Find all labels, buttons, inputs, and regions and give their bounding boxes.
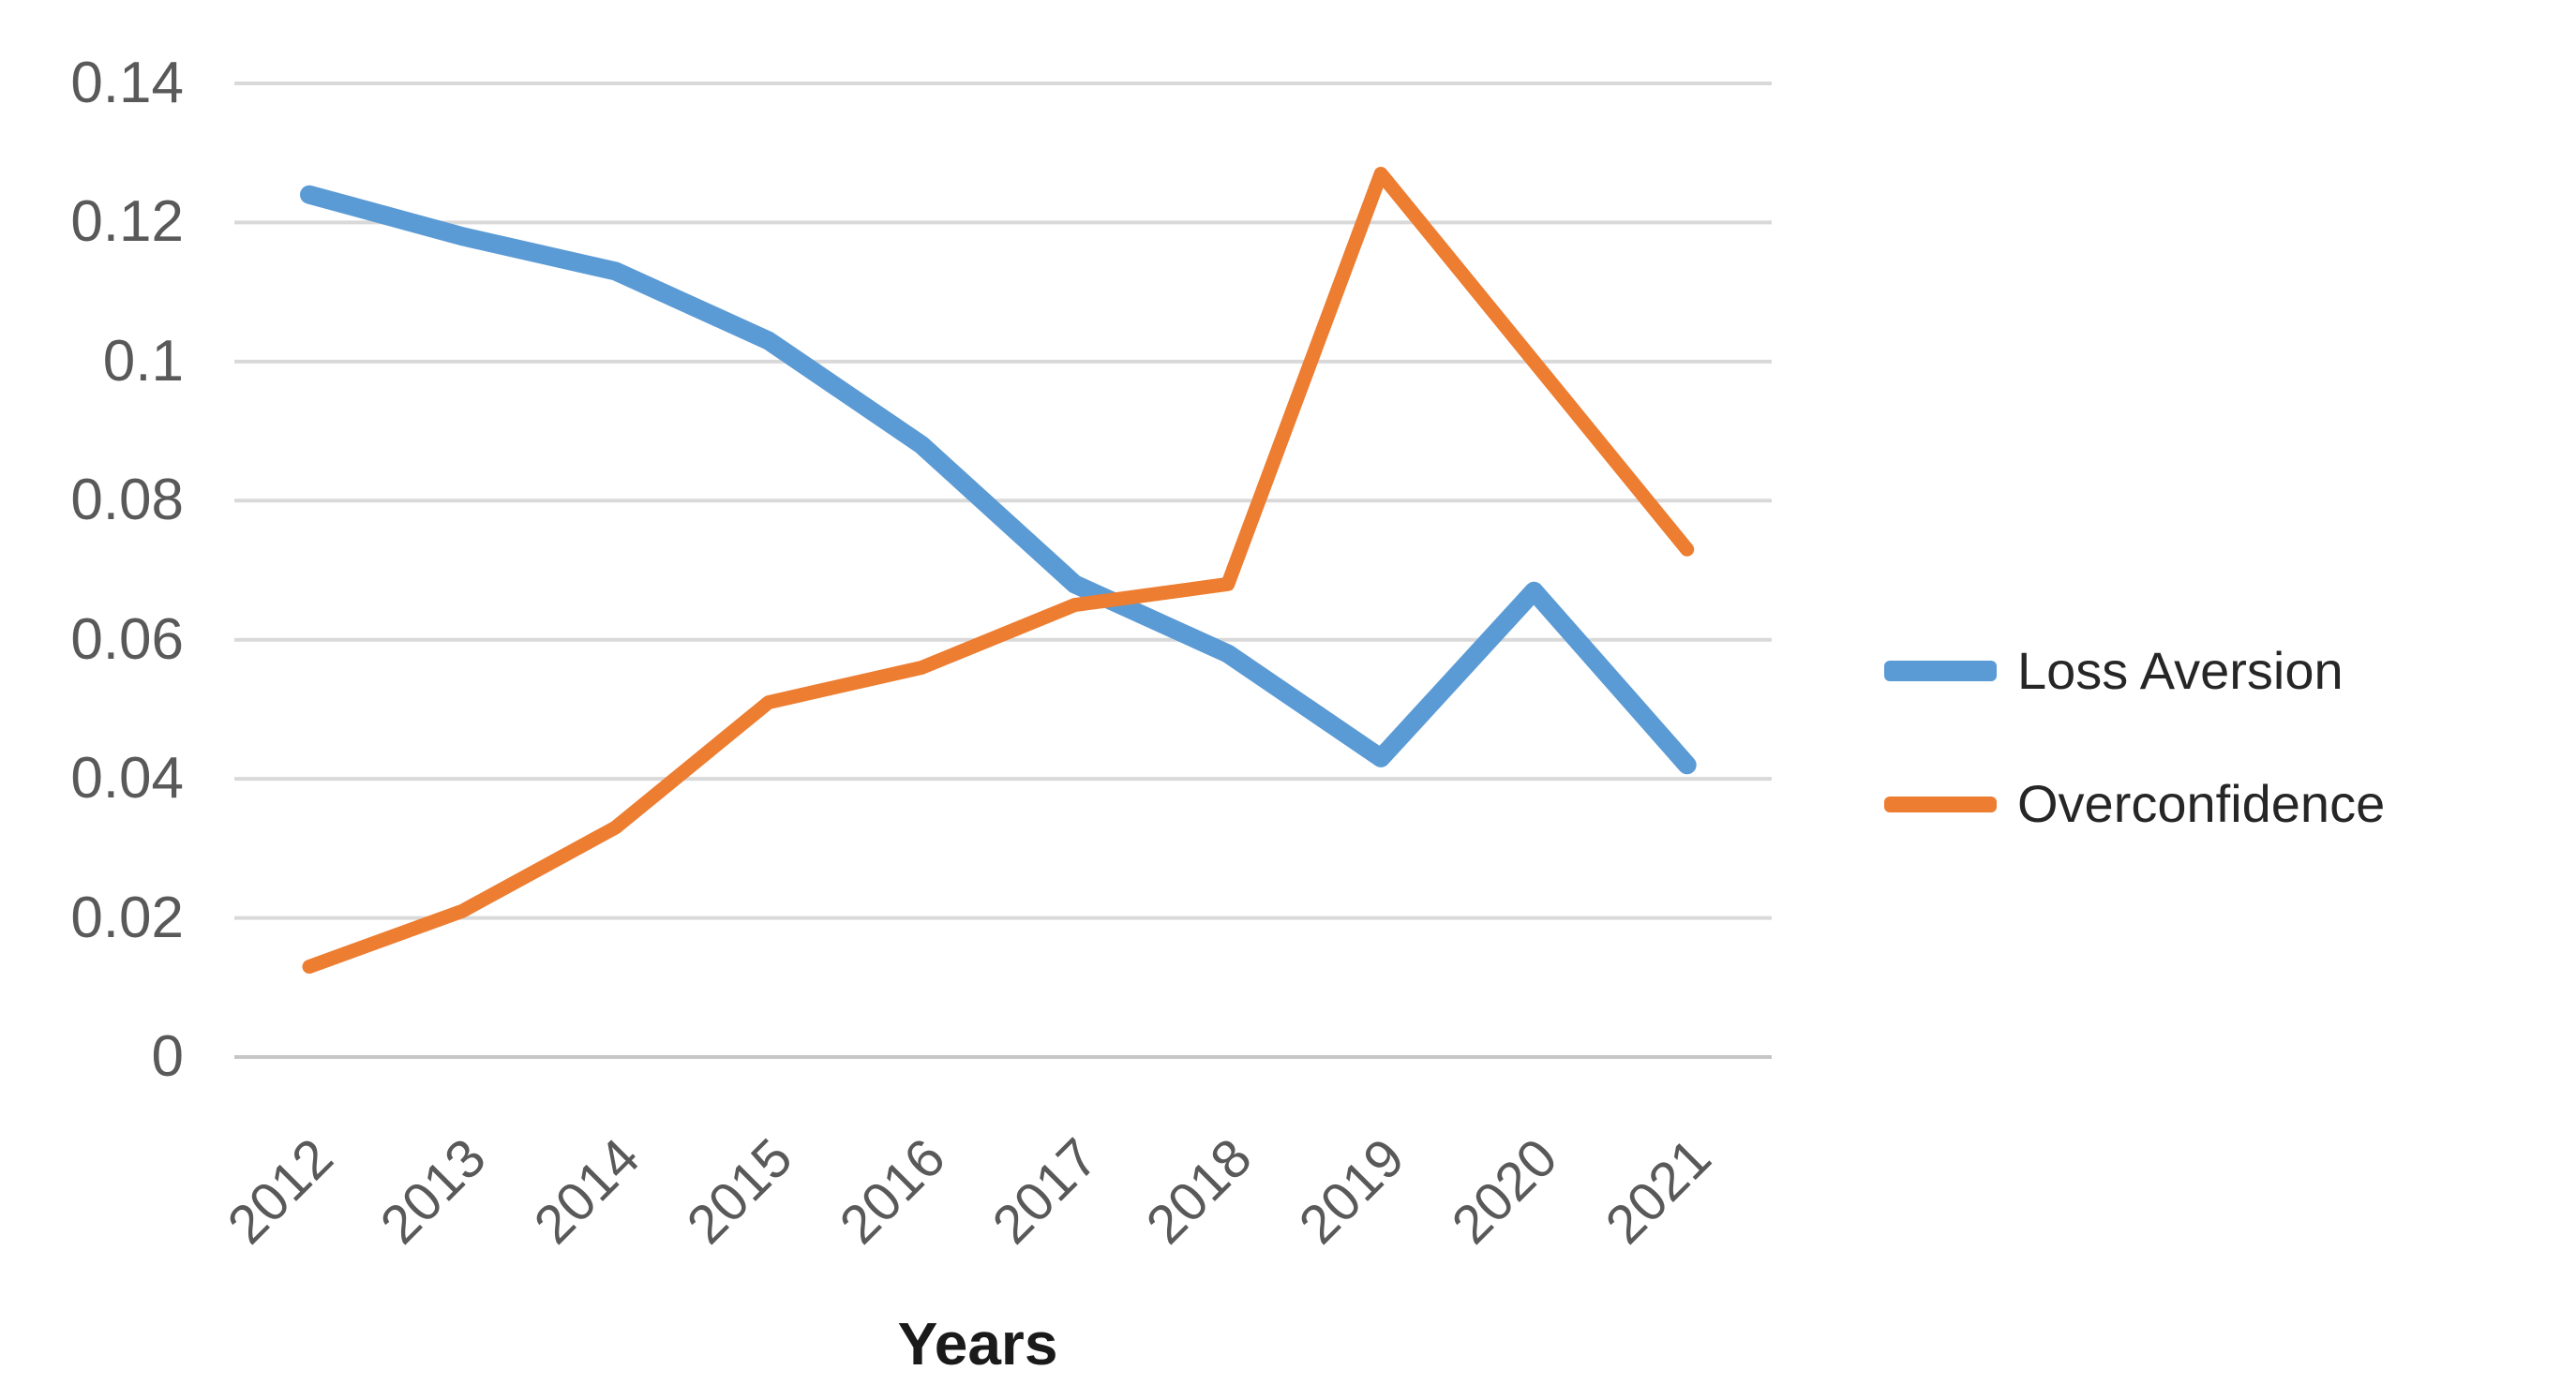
legend-item-loss-aversion: Loss Aversion (1884, 642, 2344, 700)
y-axis-tick-label: 0.04 (70, 746, 184, 812)
legend-item-overconfidence: Overconfidence (1884, 775, 2385, 833)
y-axis-tick-label: 0.14 (70, 51, 184, 115)
loss-aversion-legend-swatch (1884, 661, 1997, 681)
y-axis-tick-label: 0.08 (70, 468, 184, 533)
y-axis-tick-label: 0.1 (102, 328, 184, 394)
loss-aversion-line (300, 185, 1697, 775)
overconfidence-line (302, 166, 1695, 975)
overconfidence-legend-label: Overconfidence (2017, 774, 2386, 833)
y-axis-tick-label: 0.02 (70, 885, 184, 950)
loss-aversion-legend-label: Loss Aversion (2017, 641, 2344, 700)
y-axis-tick-label: 0.06 (70, 606, 184, 672)
overconfidence-legend-swatch (1884, 796, 1997, 812)
y-axis-tick-label: 0 (151, 1024, 184, 1089)
y-axis-tick-label: 0.12 (70, 189, 184, 255)
x-axis-title: Years (897, 1310, 1058, 1378)
